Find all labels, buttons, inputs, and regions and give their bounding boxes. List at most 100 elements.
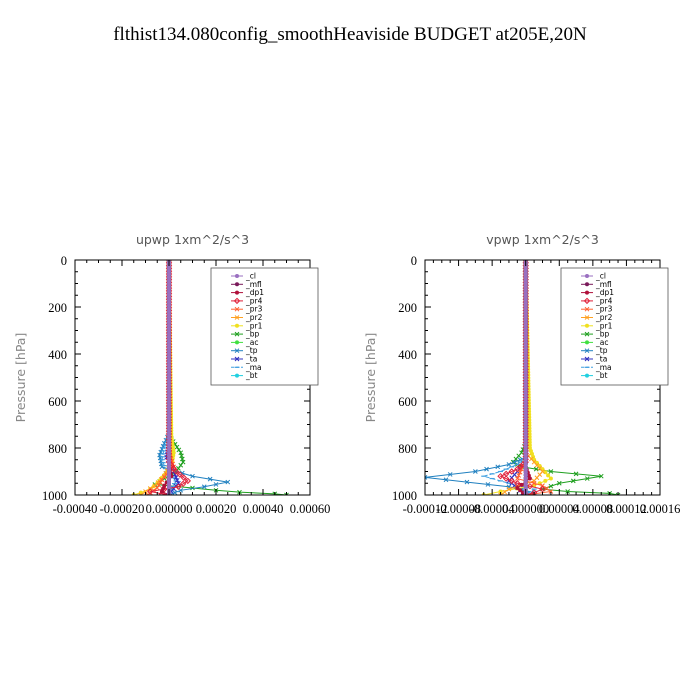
- cl-marker: [167, 470, 171, 475]
- bp-marker: [180, 459, 186, 465]
- legend-tp-marker: [584, 348, 590, 354]
- cl-marker: [523, 430, 528, 435]
- cl-marker: [523, 399, 528, 404]
- cl-marker: [523, 470, 528, 475]
- legend-bp-marker: [584, 331, 590, 337]
- cl-marker: [167, 456, 171, 461]
- cl-marker: [523, 391, 528, 396]
- cl-marker: [523, 388, 528, 393]
- dp1-marker: [159, 489, 164, 494]
- dp1-marker: [515, 485, 520, 490]
- tp-marker: [485, 482, 491, 487]
- legend-tp-marker: [234, 348, 240, 354]
- tp-marker: [178, 487, 184, 493]
- pr4-marker: [508, 468, 515, 475]
- bp-marker: [174, 444, 180, 450]
- plot-area: [131, 260, 289, 495]
- cl-marker: [523, 405, 528, 410]
- cl-marker: [523, 444, 528, 449]
- cl-marker: [523, 303, 528, 308]
- x-tick-label: 0.00016: [640, 502, 681, 516]
- panel-title: upwp 1xm^2/s^3: [136, 232, 249, 247]
- legend-dp1-marker: [585, 290, 589, 295]
- x-tick-label: -0.00004: [470, 502, 516, 516]
- pr3-marker: [159, 477, 165, 483]
- cl-marker: [523, 376, 528, 381]
- x-tick-label: 0.00040: [243, 502, 284, 516]
- bp-marker: [533, 466, 539, 472]
- tp-marker: [447, 472, 453, 477]
- cl-marker: [167, 289, 171, 294]
- cl-marker: [523, 402, 528, 407]
- y-tick-label: 0: [61, 254, 67, 268]
- legend-item-ma: _ma: [581, 363, 612, 372]
- cl-marker: [167, 328, 171, 333]
- legend-bp-marker: [234, 331, 240, 337]
- legend-item-pr4: _pr4: [581, 296, 613, 305]
- pr1-marker: [527, 437, 532, 442]
- cl-marker: [167, 286, 171, 291]
- cl-marker: [523, 289, 528, 294]
- cl-marker: [167, 473, 171, 478]
- cl-marker: [167, 442, 171, 447]
- cl-marker: [523, 317, 528, 322]
- pr3-marker: [517, 469, 523, 475]
- legend-item-bt: _bt: [581, 371, 608, 380]
- pr3-marker: [154, 485, 160, 491]
- legend-label: _cl: [595, 272, 606, 281]
- cl-marker: [167, 444, 171, 449]
- pr1-marker: [527, 440, 532, 445]
- y-tick-label: 1000: [392, 489, 417, 503]
- cl-marker: [523, 413, 528, 418]
- cl-marker: [167, 430, 171, 435]
- legend-label: _pr2: [245, 313, 263, 322]
- legend-label: _mfl: [245, 280, 262, 289]
- legend-label: _bt: [595, 371, 608, 380]
- y-tick-label: 600: [48, 395, 67, 409]
- cl-marker: [167, 266, 171, 271]
- legend-item-pr4: _pr4: [231, 296, 263, 305]
- legend-pr2-marker: [584, 315, 590, 320]
- y-tick-label: 800: [398, 442, 417, 456]
- cl-marker: [523, 461, 528, 466]
- y-axis-label: Pressure [hPa]: [363, 333, 378, 423]
- legend-label: _dp1: [245, 288, 264, 297]
- cl-marker: [523, 269, 528, 274]
- bp-marker: [598, 473, 604, 479]
- legend-item-pr1: _pr1: [231, 321, 263, 330]
- legend-item-cl: _cl: [231, 272, 256, 281]
- cl-marker: [167, 269, 171, 274]
- cl-marker: [167, 408, 171, 413]
- cl-marker: [167, 303, 171, 308]
- cl-marker: [523, 340, 528, 345]
- x-tick-label: -0.00020: [100, 502, 145, 516]
- legend-label: _mfl: [595, 280, 612, 289]
- pr4-marker: [146, 488, 154, 495]
- cl-marker: [167, 425, 171, 430]
- cl-marker: [523, 467, 528, 472]
- series-cl: [167, 260, 171, 495]
- tp-marker: [443, 477, 449, 483]
- legend-item-ac: _ac: [231, 338, 258, 347]
- legend-item-pr2: _pr2: [231, 313, 263, 322]
- cl-marker: [167, 365, 171, 370]
- cl-marker: [523, 320, 528, 325]
- cl-marker: [523, 334, 528, 339]
- tp-marker: [207, 476, 213, 482]
- cl-marker: [167, 291, 171, 296]
- cl-marker: [167, 340, 171, 345]
- cl-marker: [523, 274, 528, 279]
- y-tick-label: 1000: [42, 489, 67, 503]
- legend-item-dp1: _dp1: [581, 288, 614, 297]
- legend-label: _bt: [245, 371, 258, 380]
- legend-cl-marker: [585, 274, 589, 278]
- bp-marker: [573, 471, 579, 477]
- legend-label: _dp1: [595, 288, 614, 297]
- cl-marker: [167, 308, 171, 313]
- ta-marker: [172, 472, 178, 477]
- cl-marker: [523, 337, 528, 342]
- legend: _cl_mfl_dp1_pr4_pr3_pr2_pr1_bp_ac_tp_ta_…: [560, 267, 669, 386]
- cl-marker: [167, 476, 171, 481]
- pr4-marker: [514, 480, 521, 487]
